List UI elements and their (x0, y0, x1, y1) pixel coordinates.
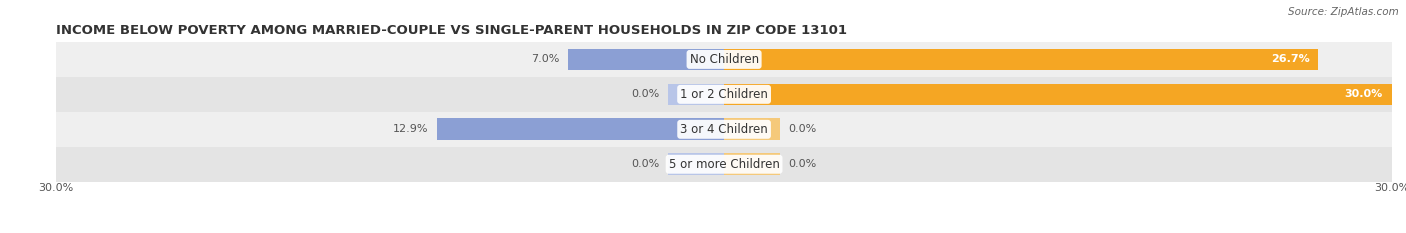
Text: 0.0%: 0.0% (789, 159, 817, 169)
Text: 5 or more Children: 5 or more Children (669, 158, 779, 171)
Bar (724, 49, 1319, 70)
Text: INCOME BELOW POVERTY AMONG MARRIED-COUPLE VS SINGLE-PARENT HOUSEHOLDS IN ZIP COD: INCOME BELOW POVERTY AMONG MARRIED-COUPL… (56, 24, 848, 37)
Text: Source: ZipAtlas.com: Source: ZipAtlas.com (1288, 7, 1399, 17)
Text: No Children: No Children (689, 53, 759, 66)
Bar (724, 153, 780, 175)
Text: 26.7%: 26.7% (1271, 55, 1309, 64)
Bar (56, 147, 1392, 182)
Text: 3 or 4 Children: 3 or 4 Children (681, 123, 768, 136)
Bar (668, 83, 724, 105)
Text: 30.0%: 30.0% (1344, 89, 1384, 99)
Bar (724, 83, 1392, 105)
Bar (668, 153, 724, 175)
Text: 0.0%: 0.0% (631, 159, 659, 169)
Bar (437, 118, 724, 140)
Bar (56, 77, 1392, 112)
Text: 1 or 2 Children: 1 or 2 Children (681, 88, 768, 101)
Bar (56, 112, 1392, 147)
Bar (568, 49, 724, 70)
Text: 12.9%: 12.9% (392, 124, 427, 134)
Bar (56, 42, 1392, 77)
Text: 7.0%: 7.0% (531, 55, 560, 64)
Bar (724, 118, 780, 140)
Text: 0.0%: 0.0% (789, 124, 817, 134)
Text: 0.0%: 0.0% (631, 89, 659, 99)
